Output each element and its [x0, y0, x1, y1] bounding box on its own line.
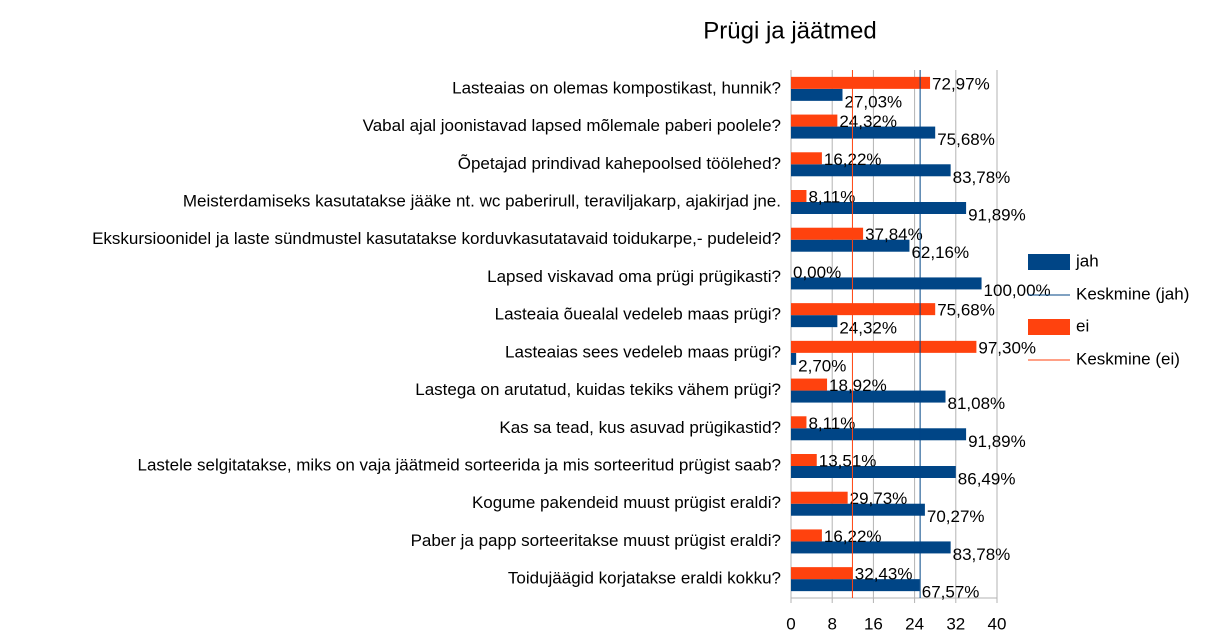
- y-tick-label: Õpetajad prindivad kahepoolsed töölehed?: [458, 154, 781, 173]
- data-label: 24,32%: [839, 319, 897, 338]
- y-tick-label: Toidujäägid korjatakse eraldi kokku?: [508, 569, 781, 588]
- data-label: 13,51%: [819, 451, 877, 470]
- data-label: 86,49%: [958, 469, 1016, 488]
- bar: [791, 114, 838, 127]
- bar: [791, 152, 822, 165]
- bar: [791, 303, 936, 316]
- x-tick-label: 40: [988, 614, 1007, 633]
- legend-swatch: [1028, 254, 1070, 270]
- legend-swatch: [1028, 319, 1070, 335]
- bar: [791, 454, 817, 466]
- legend-label: jah: [1075, 251, 1099, 270]
- bar: [791, 88, 843, 101]
- bar: [791, 315, 838, 328]
- y-tick-label: Paber ja papp sorteeritakse muust prügis…: [411, 531, 781, 550]
- bar: [791, 491, 848, 504]
- data-label: 91,89%: [968, 432, 1026, 451]
- y-tick-label: Lastele selgitatakse, miks on vaja jäätm…: [138, 455, 782, 474]
- bar: [791, 164, 951, 177]
- data-label: 100,00%: [984, 281, 1051, 300]
- data-label: 0,00%: [793, 263, 841, 282]
- bar: [791, 126, 936, 139]
- legend-label: Keskmine (jah): [1076, 284, 1189, 303]
- data-label: 70,27%: [927, 507, 985, 526]
- bar: [791, 190, 807, 202]
- bar: [791, 227, 864, 240]
- y-tick-label: Lastega on arutatud, kuidas tekiks vähem…: [415, 380, 781, 399]
- y-tick-label: Lapsed viskavad oma prügi prügikasti?: [487, 267, 781, 286]
- bar: [791, 378, 828, 391]
- bar: [791, 352, 797, 365]
- data-label: 83,78%: [953, 168, 1011, 187]
- bar: [791, 390, 946, 403]
- y-tick-label: Vabal ajal joonistavad lapsed mõlemale p…: [363, 116, 781, 135]
- x-tick-label: 32: [946, 614, 965, 633]
- y-tick-label: Lasteaias sees vedeleb maas prügi?: [505, 342, 781, 361]
- y-tick-label: Ekskursioonidel ja laste sündmustel kasu…: [92, 229, 781, 248]
- data-label: 24,32%: [839, 112, 897, 131]
- bar: [791, 340, 977, 353]
- legend-label: ei: [1076, 316, 1089, 335]
- data-label: 81,08%: [948, 394, 1006, 413]
- data-label: 83,78%: [953, 545, 1011, 564]
- y-tick-label: Lasteaias on olemas kompostikast, hunnik…: [452, 78, 781, 97]
- data-label: 18,92%: [829, 376, 887, 395]
- bar: [791, 239, 910, 252]
- bar: [791, 579, 920, 592]
- bar: [791, 529, 822, 542]
- data-label: 37,84%: [865, 225, 923, 244]
- y-tick-label: Meisterdamiseks kasutatakse jääke nt. wc…: [183, 191, 781, 210]
- data-label: 62,16%: [911, 243, 969, 262]
- chart-title: Prügi ja jäätmed: [703, 17, 876, 44]
- bar: [791, 76, 931, 89]
- y-tick-label: Lasteaia õuealal vedeleb maas prügi?: [495, 305, 781, 324]
- bar: [791, 466, 956, 478]
- x-tick-label: 8: [827, 614, 836, 633]
- data-label: 32,43%: [855, 565, 913, 584]
- data-label: 27,03%: [845, 92, 903, 111]
- legend-label: Keskmine (ei): [1076, 349, 1180, 368]
- data-label: 75,68%: [937, 301, 995, 320]
- x-tick-label: 0: [786, 614, 795, 633]
- bar: [791, 416, 807, 429]
- data-label: 67,57%: [922, 583, 980, 602]
- y-tick-label: Kogume pakendeid muust prügist eraldi?: [472, 493, 781, 512]
- bar: [791, 277, 982, 290]
- data-label: 29,73%: [850, 489, 908, 508]
- bar: [791, 202, 967, 214]
- data-label: 8,11%: [808, 414, 855, 433]
- bar: [791, 503, 925, 516]
- data-label: 75,68%: [937, 130, 995, 149]
- data-label: 8,11%: [808, 187, 855, 206]
- data-label: 2,70%: [798, 356, 846, 375]
- bar: [791, 428, 967, 441]
- data-label: 72,97%: [932, 74, 990, 93]
- bar: [791, 541, 951, 554]
- data-label: 91,89%: [968, 205, 1026, 224]
- data-label: 97,30%: [978, 338, 1036, 357]
- x-tick-label: 24: [905, 614, 924, 633]
- x-tick-label: 16: [864, 614, 883, 633]
- bar: [791, 567, 853, 580]
- y-tick-label: Kas sa tead, kus asuvad prügikastid?: [499, 418, 781, 437]
